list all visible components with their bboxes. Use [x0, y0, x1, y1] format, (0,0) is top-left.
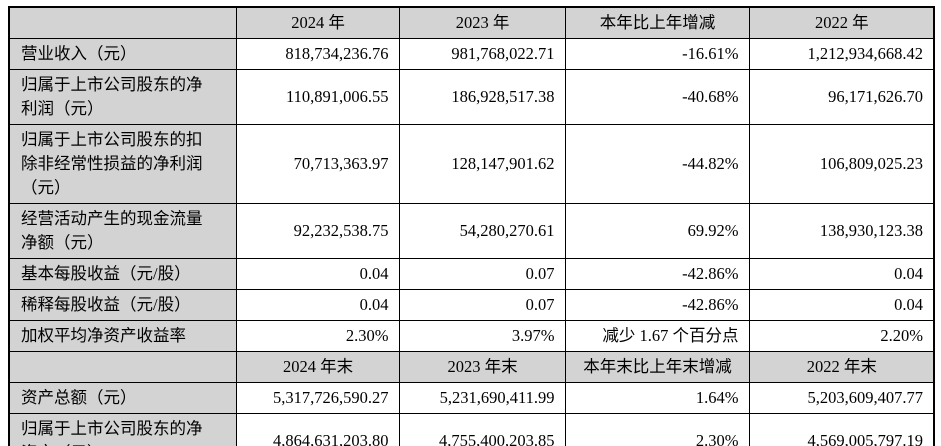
- value-cell: 92,232,538.75: [235, 203, 400, 259]
- row-label-cell: 稀释每股收益（元/股）: [8, 289, 237, 321]
- row-label-cell: 归属于上市公司股东的净 利润（元）: [8, 69, 237, 125]
- value-cell: 96,171,626.70: [748, 69, 935, 125]
- value-cell: -44.82%: [564, 124, 750, 204]
- value-cell: 2.30%: [235, 320, 400, 352]
- column-header-cell: 2023 年: [398, 6, 566, 39]
- header-row: 2024 年末 2023 年末 本年末比上年末增减 2022 年末: [8, 351, 935, 383]
- column-header-cell: 2024 年: [235, 6, 400, 39]
- value-cell: 4,755,400,203.85: [398, 413, 566, 446]
- value-cell: 70,713,363.97: [235, 124, 400, 204]
- value-cell: 186,928,517.38: [398, 69, 566, 125]
- column-header-cell: 本年末比上年末增减: [564, 351, 750, 383]
- value-cell: 69.92%: [564, 203, 750, 259]
- financial-summary-table: 2024 年 2023 年本年比上年增减 2022 年营业收入（元） 818,734,…: [8, 6, 935, 446]
- value-cell: 5,317,726,590.27: [235, 382, 400, 414]
- value-cell: -16.61%: [564, 38, 750, 70]
- value-cell: 0.07: [398, 258, 566, 290]
- value-cell: 0.04: [235, 289, 400, 321]
- value-cell: 0.07: [398, 289, 566, 321]
- table-row: 归属于上市公司股东的净 资产（元）4,864,631,203.804,755,4…: [8, 413, 935, 446]
- value-cell: 54,280,270.61: [398, 203, 566, 259]
- table-row: 营业收入（元） 818,734,236.76 981,768,022.71 -16.6…: [8, 38, 935, 70]
- value-cell: 减少 1.67 个百分点: [564, 320, 750, 352]
- value-cell: 138,930,123.38: [748, 203, 935, 259]
- value-cell: 981,768,022.71: [398, 38, 566, 70]
- row-label-cell: 经营活动产生的现金流量 净额（元）: [8, 203, 237, 259]
- row-label-cell: 归属于上市公司股东的扣 除非经常性损益的净利润 （元）: [8, 124, 237, 204]
- value-cell: 0.04: [748, 258, 935, 290]
- value-cell: 3.97%: [398, 320, 566, 352]
- column-header-cell: 2022 年: [748, 6, 935, 39]
- row-label-cell: 营业收入（元）: [8, 38, 237, 70]
- value-cell: 1,212,934,668.42: [748, 38, 935, 70]
- value-cell: -42.86%: [564, 258, 750, 290]
- table-row: 稀释每股收益（元/股） 0.04 0.07 -42.86% 0.04: [8, 289, 935, 321]
- value-cell: -40.68%: [564, 69, 750, 125]
- table-row: 资产总额（元） 5,317,726,590.27 5,231,690,411.99 1…: [8, 382, 935, 414]
- value-cell: 2.20%: [748, 320, 935, 352]
- header-row: 2024 年 2023 年本年比上年增减 2022 年: [8, 6, 935, 39]
- value-cell: 5,203,609,407.77: [748, 382, 935, 414]
- financial-table-body: 2024 年 2023 年本年比上年增减 2022 年营业收入（元） 818,734,…: [8, 6, 935, 446]
- value-cell: 0.04: [235, 258, 400, 290]
- row-label-cell: 资产总额（元）: [8, 382, 237, 414]
- value-cell: 1.64%: [564, 382, 750, 414]
- column-header-cell: 2022 年末: [748, 351, 935, 383]
- column-header-cell: 本年比上年增减: [564, 6, 750, 39]
- header-corner-cell: [8, 351, 237, 383]
- table-row: 加权平均净资产收益率 2.30% 3.97% 减少 1.67 个百分点 2.20%: [8, 320, 935, 352]
- value-cell: 818,734,236.76: [235, 38, 400, 70]
- value-cell: 4,864,631,203.80: [235, 413, 400, 446]
- header-corner-cell: [8, 6, 237, 39]
- value-cell: 106,809,025.23: [748, 124, 935, 204]
- value-cell: 110,891,006.55: [235, 69, 400, 125]
- row-label-cell: 加权平均净资产收益率: [8, 320, 237, 352]
- column-header-cell: 2023 年末: [398, 351, 566, 383]
- table-row: 归属于上市公司股东的扣 除非经常性损益的净利润 （元） 70,713,363.97…: [8, 124, 935, 204]
- row-label-cell: 归属于上市公司股东的净 资产（元）: [8, 413, 237, 446]
- value-cell: -42.86%: [564, 289, 750, 321]
- value-cell: 5,231,690,411.99: [398, 382, 566, 414]
- table-row: 基本每股收益（元/股） 0.04 0.07 -42.86% 0.04: [8, 258, 935, 290]
- value-cell: 128,147,901.62: [398, 124, 566, 204]
- column-header-cell: 2024 年末: [235, 351, 400, 383]
- table-row: 归属于上市公司股东的净 利润（元） 110,891,006.55 186,928,5…: [8, 69, 935, 125]
- table-row: 经营活动产生的现金流量 净额（元） 92,232,538.75 54,280,270…: [8, 203, 935, 259]
- row-label-cell: 基本每股收益（元/股）: [8, 258, 237, 290]
- value-cell: 4,569,005,797.19: [748, 413, 935, 446]
- value-cell: 2.30%: [564, 413, 750, 446]
- value-cell: 0.04: [748, 289, 935, 321]
